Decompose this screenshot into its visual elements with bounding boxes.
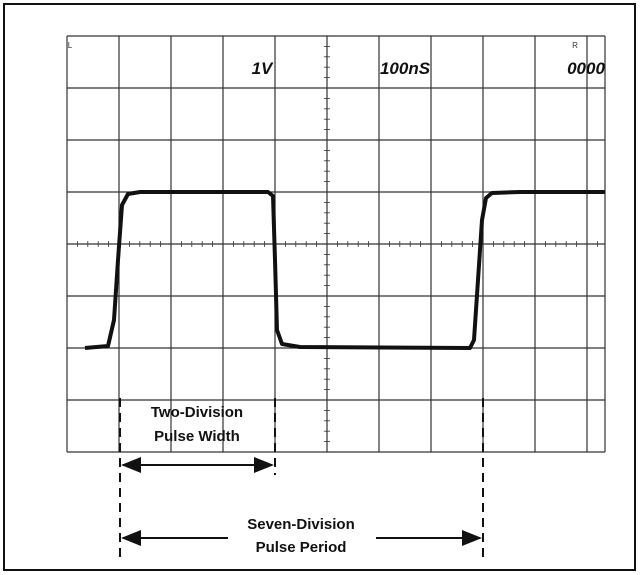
annotation: Pulse Width [154, 428, 240, 445]
corner-label: R [572, 41, 578, 50]
graticule [67, 36, 605, 452]
corner-label: L [68, 41, 73, 50]
dimension-lines [120, 398, 483, 558]
time-readout: 100nS [380, 59, 431, 78]
pulse-trace [85, 192, 605, 348]
annotation: Seven-Division [247, 516, 355, 533]
frame [4, 4, 635, 570]
annotation: Pulse Period [256, 539, 347, 556]
volts-readout: 1V [252, 59, 274, 78]
counter-readout: 0000 [567, 59, 605, 78]
figure: L R 1V 100nS 0000 Two-Division Pulse Wid… [0, 0, 640, 575]
annotation: Two-Division [151, 404, 243, 421]
